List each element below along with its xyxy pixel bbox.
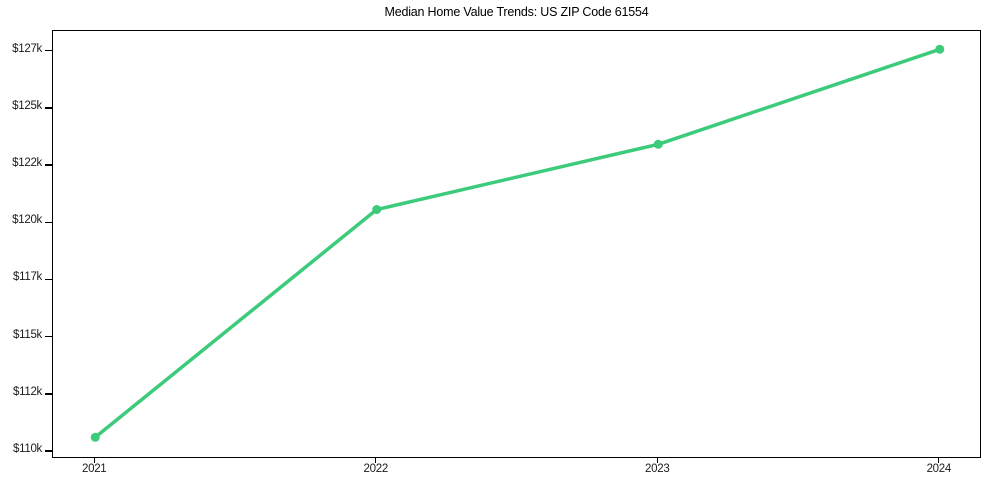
- x-tick-mark: [93, 458, 95, 463]
- x-tick-label: 2021: [82, 463, 107, 475]
- x-tick-mark: [375, 458, 377, 463]
- data-point-marker: [90, 432, 100, 442]
- y-tick-label: $127k: [12, 42, 42, 55]
- y-tick-mark: [45, 278, 52, 281]
- y-tick-label: $125k: [12, 99, 42, 112]
- y-tick-mark: [45, 335, 52, 338]
- x-tick-label: 2024: [926, 463, 952, 475]
- data-point-marker: [653, 139, 663, 149]
- chart-title: Median Home Value Trends: US ZIP Code 61…: [384, 5, 649, 19]
- y-tick-label: $115k: [13, 328, 42, 341]
- y-tick-label: $120k: [12, 214, 42, 227]
- x-tick-mark: [656, 458, 658, 463]
- y-tick-mark: [45, 49, 52, 52]
- y-tick-mark: [45, 107, 52, 109]
- y-tick-mark: [45, 164, 52, 166]
- x-tick-mark: [938, 458, 940, 463]
- y-tick-label: $110k: [13, 443, 42, 456]
- y-tick-mark: [45, 221, 52, 223]
- x-tick-label: 2022: [363, 463, 389, 475]
- data-point-marker: [372, 205, 382, 215]
- data-point-marker: [935, 44, 945, 54]
- x-tick-label: 2023: [645, 463, 670, 475]
- line-chart-canvas: [90, 44, 945, 442]
- y-tick-label: $122k: [12, 157, 42, 170]
- data-point-markers: [90, 44, 945, 442]
- y-tick-label: $112k: [13, 385, 42, 398]
- trend-line: [93, 47, 942, 440]
- y-tick-mark: [45, 450, 52, 452]
- y-tick-mark: [45, 393, 52, 395]
- y-tick-label: $117k: [13, 271, 42, 284]
- plot-area: [52, 30, 981, 458]
